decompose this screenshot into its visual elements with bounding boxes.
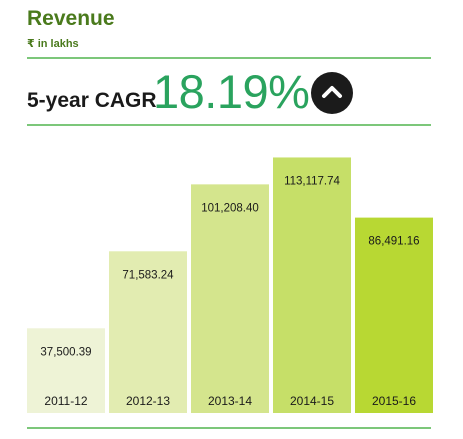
chart-title: Revenue [27, 7, 115, 30]
cagr-value: 18.19% [153, 65, 310, 118]
bar-2014-15 [273, 157, 351, 413]
category-label: 2013-14 [208, 394, 252, 408]
middle-divider [27, 124, 431, 126]
bar-2013-14 [191, 184, 269, 413]
bar-2011-12 [27, 328, 105, 413]
bar-value-label: 101,208.40 [201, 202, 259, 214]
bar-value-label: 37,500.39 [40, 346, 91, 358]
category-label: 2015-16 [372, 394, 416, 408]
bottom-divider [27, 427, 431, 429]
bar-2015-16 [355, 217, 433, 413]
category-label: 2011-12 [44, 394, 87, 408]
unit-label: ₹ in lakhs [27, 38, 79, 50]
top-divider [27, 57, 431, 59]
cagr-label: 5-year CAGR [27, 89, 157, 112]
bar-value-label: 86,491.16 [368, 236, 419, 248]
category-label: 2012-13 [126, 394, 170, 408]
bar-value-label: 113,117.74 [284, 175, 340, 187]
category-label: 2014-15 [290, 394, 334, 408]
chevron-up-icon [311, 72, 353, 114]
bar-2012-13 [109, 251, 187, 413]
bar-value-label: 71,583.24 [122, 269, 174, 281]
